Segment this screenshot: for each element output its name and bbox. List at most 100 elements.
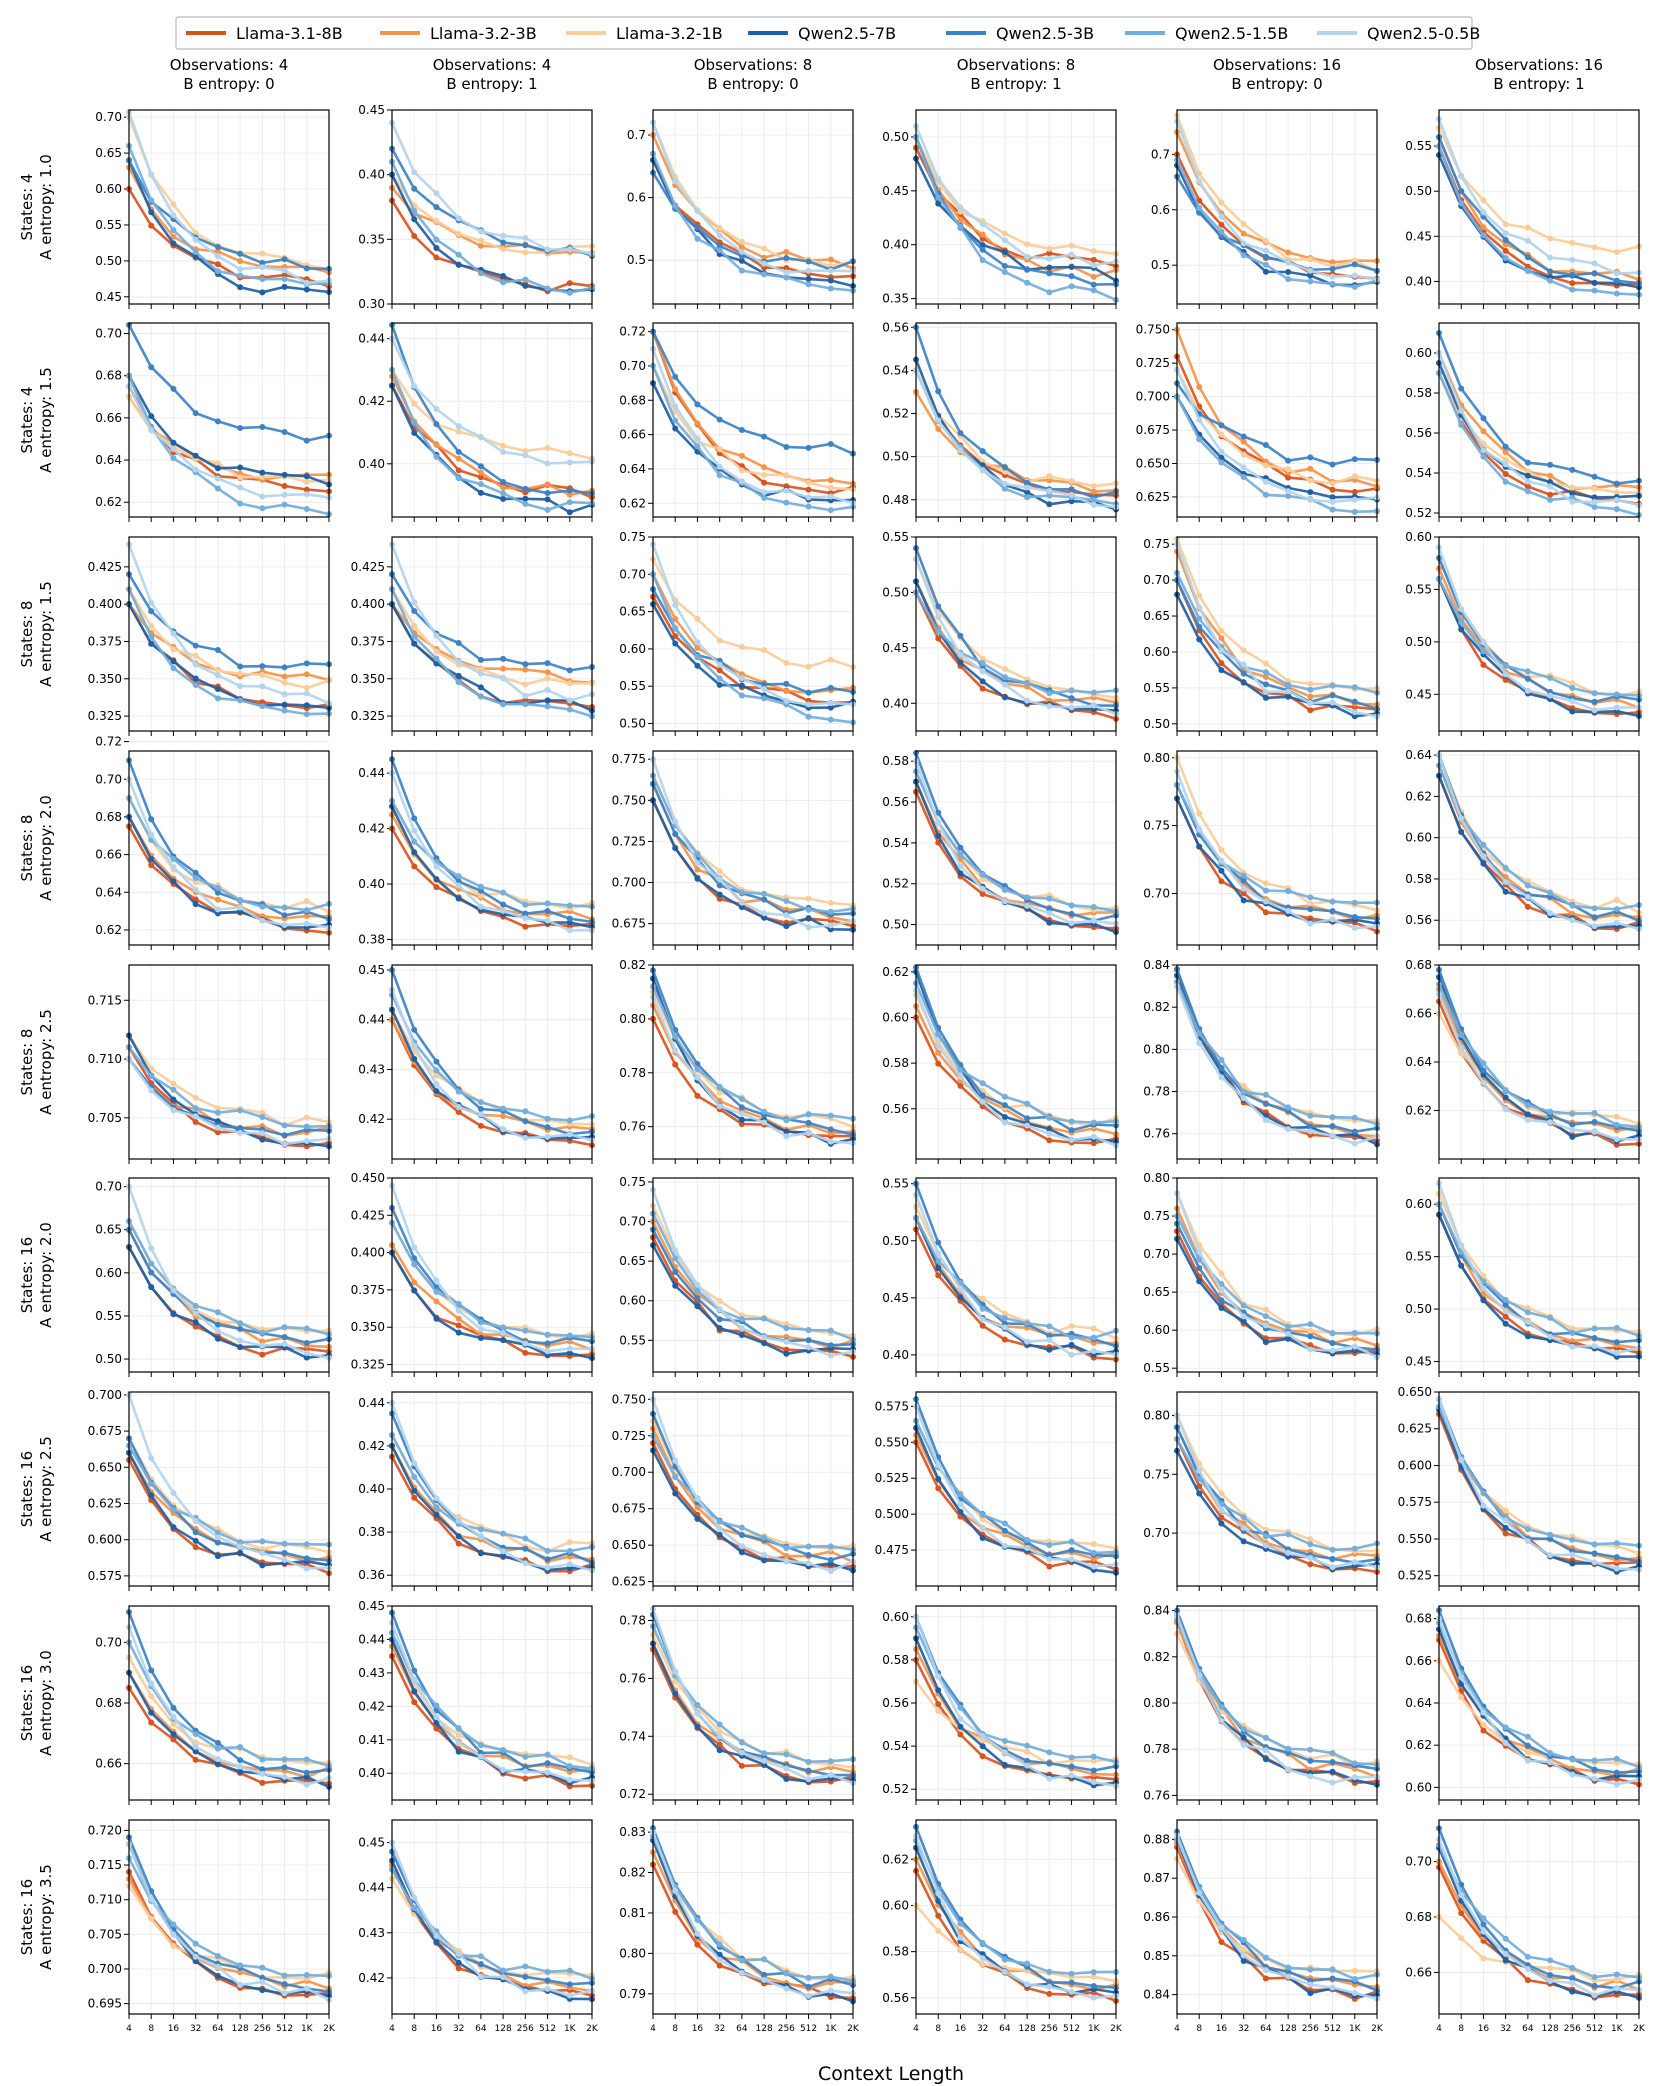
data-point [694, 420, 701, 427]
series-line [127, 544, 330, 705]
data-point [694, 644, 701, 651]
panel-frame [915, 1177, 1117, 1373]
data-point [1046, 289, 1053, 296]
series-line [127, 1452, 330, 1567]
row-label-a-entropy: A entropy: 1.5 [37, 581, 55, 687]
data-point [522, 915, 529, 922]
data-point [411, 382, 418, 389]
data-point [1329, 1555, 1336, 1562]
series-line [1437, 118, 1640, 275]
data-point [1480, 860, 1487, 867]
data-point [783, 1350, 790, 1357]
data-point [411, 815, 418, 822]
data-point [1090, 1541, 1097, 1548]
y-tick-label: 0.700 [1136, 390, 1170, 404]
data-point [566, 667, 573, 674]
data-point [1218, 213, 1225, 220]
data-point [761, 489, 768, 496]
data-point [783, 659, 790, 666]
y-tick-label: 0.56 [882, 795, 909, 809]
data-point [281, 904, 288, 911]
data-point [1569, 1329, 1576, 1336]
data-point [957, 1066, 964, 1073]
y-tick-label: 0.44 [358, 766, 385, 780]
data-point [1046, 1323, 1053, 1330]
data-point [1068, 920, 1075, 927]
data-point [672, 403, 679, 410]
series-line [1437, 578, 1640, 697]
data-point [214, 1539, 221, 1546]
data-point [1569, 256, 1576, 263]
data-point [1240, 872, 1247, 879]
data-point [738, 426, 745, 433]
data-point [1218, 1056, 1225, 1063]
data-point [1285, 907, 1292, 914]
data-point [148, 171, 155, 178]
series-line [1437, 154, 1640, 289]
series-line [127, 1186, 330, 1360]
y-tick-label: 0.55 [882, 1177, 909, 1191]
data-point [148, 427, 155, 434]
data-point [170, 665, 177, 672]
data-point [1458, 619, 1465, 626]
data-point [544, 445, 551, 452]
data-point [1068, 273, 1075, 280]
data-point [522, 1349, 529, 1356]
data-point [1524, 459, 1531, 466]
data-point [411, 1494, 418, 1501]
series-qwen2-5-1-5b [389, 797, 595, 910]
data-point [1218, 1490, 1225, 1497]
data-point [1458, 606, 1465, 613]
data-point [1307, 693, 1314, 700]
data-point [1502, 1106, 1509, 1113]
data-point [1591, 1325, 1598, 1332]
data-point [522, 661, 529, 668]
series-line [651, 134, 854, 270]
series-line [651, 331, 854, 485]
data-point [433, 453, 440, 460]
series-line [914, 391, 1117, 493]
column-header-b-entropy: B entropy: 1 [446, 75, 537, 93]
series-qwen2-5-0-5b [650, 756, 856, 931]
data-point [935, 603, 942, 610]
data-point [1524, 1116, 1531, 1123]
data-point [237, 484, 244, 491]
data-point [281, 491, 288, 498]
data-point [1024, 1122, 1031, 1129]
data-point [1068, 1137, 1075, 1144]
data-point [805, 924, 812, 931]
data-point [1001, 1336, 1008, 1343]
y-tick-label: 0.55 [1405, 582, 1432, 596]
y-tick-label: 0.625 [88, 1496, 122, 1510]
row-label-a-entropy: A entropy: 3.5 [37, 1864, 55, 1970]
data-point [1001, 1310, 1008, 1317]
data-point [1569, 280, 1576, 287]
data-point [1569, 498, 1576, 505]
data-point [214, 485, 221, 492]
data-point [433, 1067, 440, 1074]
panel-r0-c2: 0.50.60.7 [627, 109, 856, 309]
data-point [1307, 894, 1314, 901]
data-point [1001, 1324, 1008, 1331]
data-point [1196, 383, 1203, 390]
series-qwen2-5-1-5b [1436, 981, 1642, 1130]
data-point [1262, 1542, 1269, 1549]
data-point [1351, 1559, 1358, 1566]
data-point [566, 280, 573, 287]
data-point [170, 1506, 177, 1513]
data-point [957, 204, 964, 211]
series-line [651, 1398, 854, 1573]
data-point [1068, 1341, 1075, 1348]
data-point [214, 1124, 221, 1131]
data-point [979, 1098, 986, 1105]
data-point [716, 661, 723, 668]
data-point [455, 1517, 462, 1524]
data-point [214, 1321, 221, 1328]
series-line [1175, 1230, 1378, 1355]
data-point [1196, 1278, 1203, 1285]
y-tick-label: 0.70 [95, 327, 122, 341]
data-point [957, 1073, 964, 1080]
data-point [303, 1325, 310, 1332]
data-point [1613, 480, 1620, 487]
y-tick-label: 0.7 [1151, 147, 1170, 161]
